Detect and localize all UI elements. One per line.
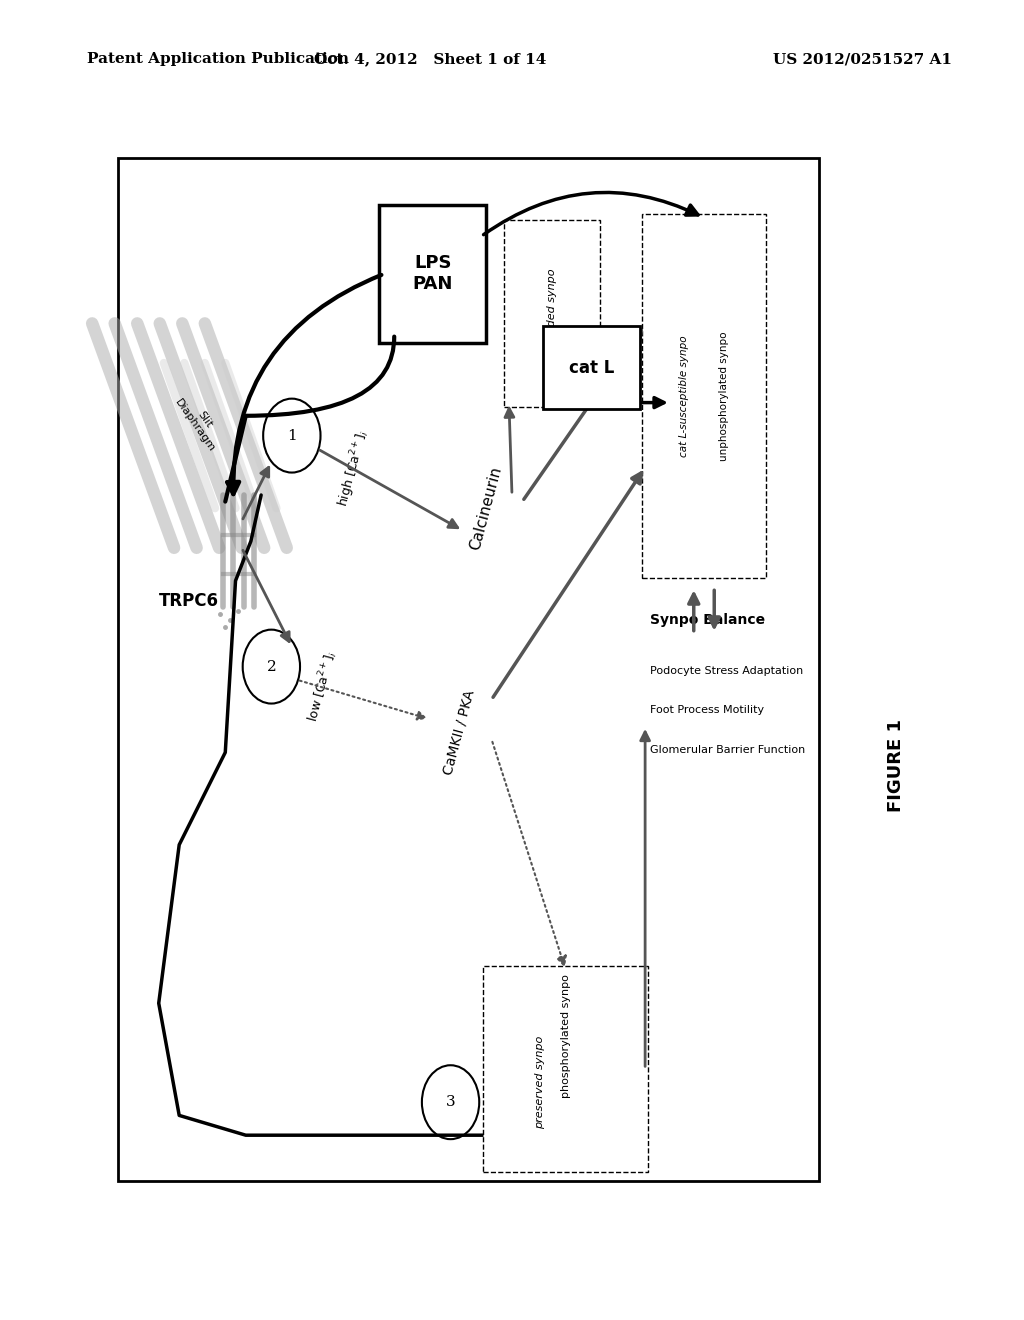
Text: Slit
Diaphragm: Slit Diaphragm — [173, 391, 226, 454]
Text: Oct. 4, 2012   Sheet 1 of 14: Oct. 4, 2012 Sheet 1 of 14 — [314, 53, 546, 66]
FancyBboxPatch shape — [504, 220, 600, 407]
FancyBboxPatch shape — [118, 158, 819, 1181]
FancyBboxPatch shape — [543, 326, 640, 409]
FancyArrowPatch shape — [483, 193, 698, 235]
Text: Synpo Balance: Synpo Balance — [650, 614, 765, 627]
Text: Calcineurin: Calcineurin — [468, 465, 505, 552]
Text: 2: 2 — [266, 660, 276, 673]
Text: FIGURE 1: FIGURE 1 — [887, 719, 905, 812]
Text: 3: 3 — [445, 1096, 456, 1109]
Text: TRPC6: TRPC6 — [159, 591, 219, 610]
FancyArrowPatch shape — [493, 742, 565, 965]
Text: US 2012/0251527 A1: US 2012/0251527 A1 — [773, 53, 952, 66]
Text: phosphorylated synpo: phosphorylated synpo — [561, 974, 570, 1098]
Text: Foot Process Motility: Foot Process Motility — [650, 705, 764, 715]
FancyBboxPatch shape — [642, 214, 766, 578]
Text: cat L-susceptible synpo: cat L-susceptible synpo — [679, 335, 688, 457]
Text: Glomerular Barrier Function: Glomerular Barrier Function — [650, 744, 806, 755]
FancyBboxPatch shape — [483, 966, 648, 1172]
Text: cat L: cat L — [568, 359, 614, 376]
Text: Patent Application Publication: Patent Application Publication — [87, 53, 349, 66]
Text: degraded synpo: degraded synpo — [547, 268, 557, 359]
Text: LPS
PAN: LPS PAN — [413, 255, 453, 293]
Text: unphosphorylated synpo: unphosphorylated synpo — [720, 331, 729, 461]
Text: preserved synpo: preserved synpo — [536, 1036, 545, 1129]
Text: low [Ca$^{2+}$]$_i$: low [Ca$^{2+}$]$_i$ — [304, 649, 341, 723]
FancyArrowPatch shape — [227, 275, 381, 494]
Text: Podocyte Stress Adaptation: Podocyte Stress Adaptation — [650, 665, 804, 676]
Text: 1: 1 — [287, 429, 297, 442]
FancyBboxPatch shape — [379, 205, 486, 343]
Text: CaMKII / PKA: CaMKII / PKA — [440, 689, 477, 776]
Text: high [Ca$^{2+}$]$_i$: high [Ca$^{2+}$]$_i$ — [334, 428, 373, 510]
